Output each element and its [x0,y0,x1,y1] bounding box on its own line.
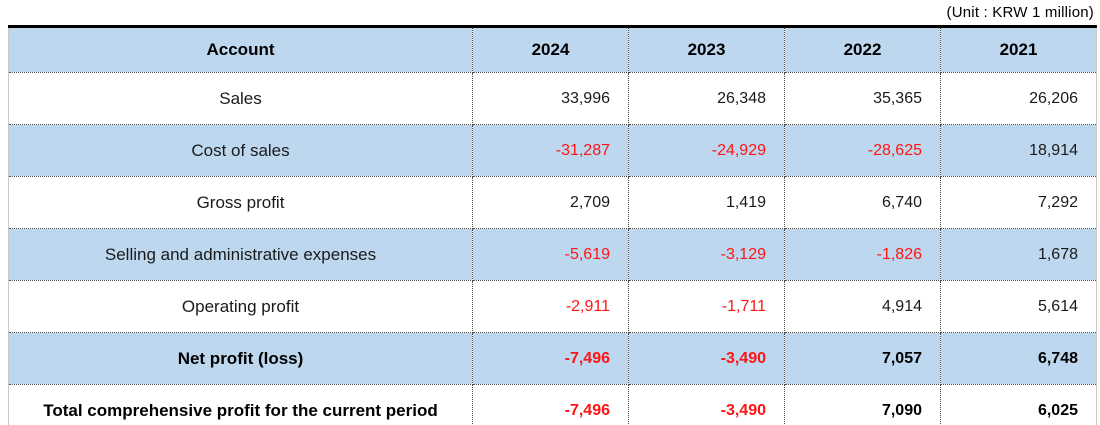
table-row: Cost of sales -31,287 -24,929 -28,625 18,914 [8,124,1097,177]
value-cell: -28,625 [784,124,941,177]
header-account: Account [8,26,473,73]
value-cell: 1,419 [628,176,785,229]
account-cell: Total comprehensive profit for the curre… [8,384,473,425]
table-row: Total comprehensive profit for the curre… [8,384,1097,425]
account-cell: Cost of sales [8,124,473,177]
header-year-2022: 2022 [784,26,941,73]
table-row: Selling and administrative expenses -5,61… [8,228,1097,281]
account-cell: Sales [8,72,473,125]
value-cell: -7,496 [472,332,629,385]
value-cell: 6,740 [784,176,941,229]
value-cell: 6,748 [940,332,1097,385]
value-cell: 1,678 [940,228,1097,281]
value-cell: -24,929 [628,124,785,177]
value-cell: 2,709 [472,176,629,229]
income-statement-table: Account 2024 2023 2022 2021 Sales 33,996 2… [8,25,1097,425]
value-cell: 7,090 [784,384,941,425]
value-cell: 7,057 [784,332,941,385]
table-body: Sales 33,996 26,348 35,365 26,206 Cost of sal… [8,72,1097,425]
value-cell: -2,911 [472,280,629,333]
value-cell: -3,129 [628,228,785,281]
value-cell: 33,996 [472,72,629,125]
value-cell: 35,365 [784,72,941,125]
header-year-2024: 2024 [472,26,629,73]
unit-label: (Unit : KRW 1 million) [946,4,1094,21]
account-cell: Net profit (loss) [8,332,473,385]
value-cell: -3,490 [628,384,785,425]
table-row: Sales 33,996 26,348 35,365 26,206 [8,72,1097,125]
value-cell: -31,287 [472,124,629,177]
account-cell: Gross profit [8,176,473,229]
value-cell: -1,826 [784,228,941,281]
value-cell: -1,711 [628,280,785,333]
table-row: Gross profit 2,709 1,419 6,740 7,292 [8,176,1097,229]
value-cell: 18,914 [940,124,1097,177]
header-year-2021: 2021 [940,26,1097,73]
table-row: Operating profit -2,911 -1,711 4,914 5,614 [8,280,1097,333]
value-cell: -5,619 [472,228,629,281]
value-cell: 26,206 [940,72,1097,125]
account-cell: Selling and administrative expenses [8,228,473,281]
table-row: Net profit (loss) -7,496 -3,490 7,057 6,748 [8,332,1097,385]
value-cell: 4,914 [784,280,941,333]
header-year-2023: 2023 [628,26,785,73]
value-cell: -7,496 [472,384,629,425]
header-row: Account 2024 2023 2022 2021 [8,26,1097,73]
value-cell: 7,292 [940,176,1097,229]
value-cell: 26,348 [628,72,785,125]
account-cell: Operating profit [8,280,473,333]
value-cell: 5,614 [940,280,1097,333]
value-cell: -3,490 [628,332,785,385]
value-cell: 6,025 [940,384,1097,425]
